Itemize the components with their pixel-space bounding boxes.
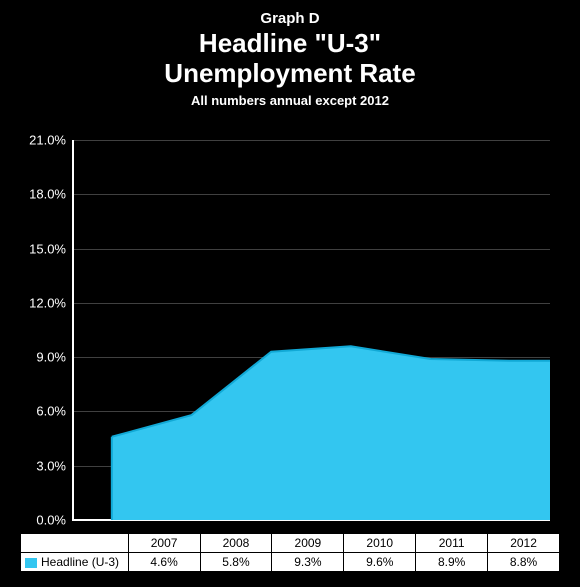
table-year-header: 2010: [344, 534, 416, 553]
y-tick-label: 12.0%: [29, 295, 66, 310]
table-year-header: 2012: [488, 534, 560, 553]
table-header-row: 200720082009201020112012: [21, 534, 560, 553]
table-value-cell: 5.8%: [200, 553, 272, 572]
table-empty-cell: [21, 534, 129, 553]
chart-title-line2: Unemployment Rate: [0, 59, 580, 89]
legend-label: Headline (U-3): [41, 555, 119, 569]
legend-swatch-icon: [25, 558, 37, 568]
y-tick-label: 0.0%: [36, 513, 66, 528]
y-tick-label: 9.0%: [36, 350, 66, 365]
legend-cell: Headline (U-3): [21, 553, 129, 572]
table-data-row: Headline (U-3) 4.6%5.8%9.3%9.6%8.9%8.8%: [21, 553, 560, 572]
y-tick-label: 6.0%: [36, 404, 66, 419]
table-value-cell: 8.8%: [488, 553, 560, 572]
data-table: 200720082009201020112012 Headline (U-3) 4.…: [20, 533, 560, 572]
table-year-header: 2009: [272, 534, 344, 553]
title-block: Graph D Headline "U-3" Unemployment Rate…: [0, 0, 580, 108]
graph-letter-label: Graph D: [0, 10, 580, 27]
table-value-cell: 9.3%: [272, 553, 344, 572]
table-year-header: 2011: [416, 534, 488, 553]
chart-title-line1: Headline "U-3": [0, 29, 580, 59]
plot-area: 0.0%3.0%6.0%9.0%12.0%15.0%18.0%21.0%: [72, 140, 550, 520]
y-tick-label: 3.0%: [36, 458, 66, 473]
area-series: [72, 140, 550, 520]
y-tick-label: 21.0%: [29, 133, 66, 148]
table-value-cell: 9.6%: [344, 553, 416, 572]
chart-subtitle: All numbers annual except 2012: [0, 93, 580, 108]
y-tick-label: 15.0%: [29, 241, 66, 256]
table-year-header: 2007: [128, 534, 200, 553]
y-tick-label: 18.0%: [29, 187, 66, 202]
table-value-cell: 4.6%: [128, 553, 200, 572]
table-value-cell: 8.9%: [416, 553, 488, 572]
table-year-header: 2008: [200, 534, 272, 553]
chart-container: Graph D Headline "U-3" Unemployment Rate…: [0, 0, 580, 587]
